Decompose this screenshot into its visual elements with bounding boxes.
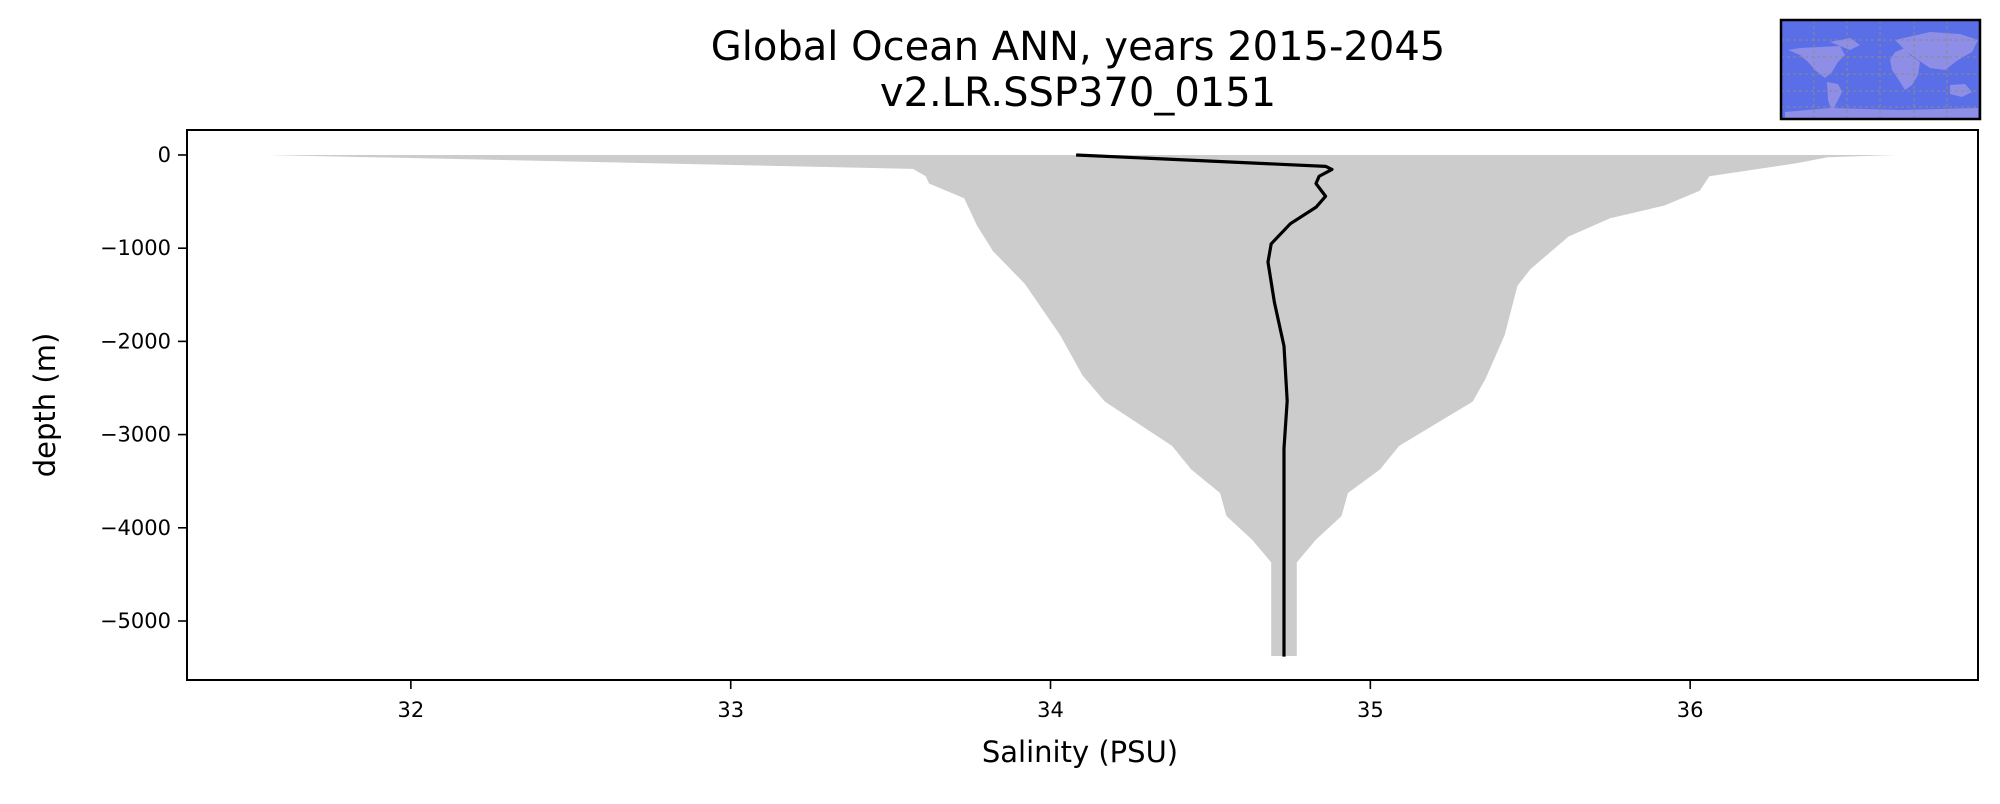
chart-subtitle: v2.LR.SSP370_0151: [880, 70, 1276, 116]
y-axis: 0 −1000 −2000 −3000 −4000 −5000: [100, 143, 187, 633]
x-tick-label: 36: [1677, 698, 1704, 722]
y-axis-label: depth (m): [28, 333, 62, 478]
x-tick-label: 33: [717, 698, 744, 722]
y-tick-label: −4000: [100, 516, 171, 540]
mean-salinity-line: [1076, 153, 1334, 657]
plot-frame: [186, 129, 1979, 681]
plot-area: [266, 153, 1895, 657]
map-land-icon: [1785, 32, 1978, 119]
x-tick-label: 34: [1037, 698, 1064, 722]
y-tick-label: −3000: [100, 423, 171, 447]
y-tick-label: −2000: [100, 329, 171, 353]
y-tick-label: −5000: [100, 609, 171, 633]
y-tick-label: 0: [158, 143, 171, 167]
x-tick-label: 32: [398, 698, 425, 722]
x-tick-label: 35: [1357, 698, 1384, 722]
y-tick-label: −1000: [100, 236, 171, 260]
salinity-range-band: [266, 154, 1895, 656]
chart-title: Global Ocean ANN, years 2015-2045: [711, 24, 1445, 70]
x-axis-label: Salinity (PSU): [982, 735, 1178, 769]
x-axis: 32 33 34 35 36: [398, 680, 1704, 722]
world-map-inset: [1779, 18, 1982, 121]
